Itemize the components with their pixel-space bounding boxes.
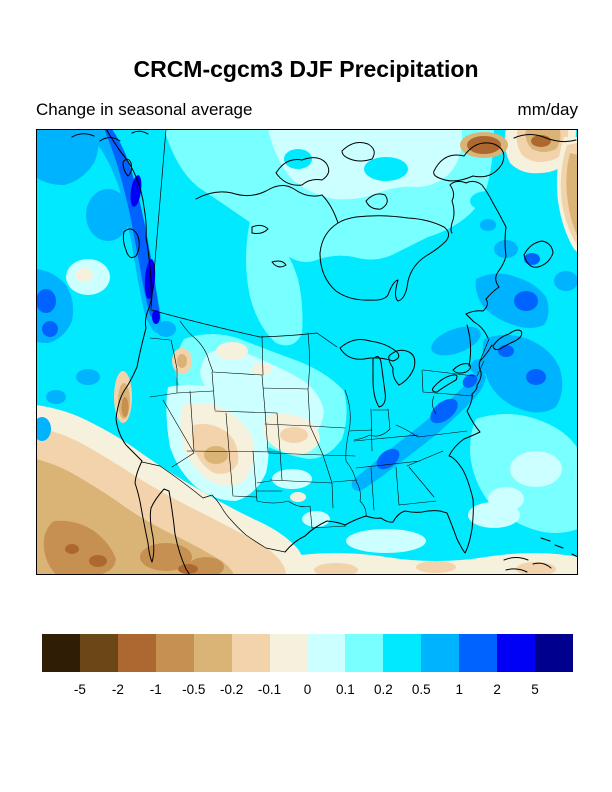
nova-scotia	[492, 329, 523, 351]
colorbar-segment	[307, 634, 346, 672]
top-edge-islands	[71, 130, 577, 143]
colorbar-tick-label: 0.5	[411, 682, 431, 697]
colorbar-tick-label: -0.1	[257, 682, 282, 697]
colorbar-segment	[421, 634, 460, 672]
colorbar-segment	[42, 634, 80, 672]
arctic-mainland-coast	[195, 185, 339, 224]
st-lawrence-river	[466, 324, 472, 367]
arctic-islands	[275, 142, 505, 210]
queen-charlotte-islands	[122, 158, 133, 177]
colorbar-tick-label: -0.2	[220, 682, 244, 697]
maine-border	[479, 338, 490, 362]
colorbar-segment	[497, 634, 535, 672]
colorbar-ticks: -5 -2 -1 -0.5 -0.2 -0.1 0 0.1 0.2 0.5 1 2 5	[42, 682, 573, 700]
vancouver-island	[122, 228, 140, 258]
great-lakes	[339, 339, 471, 408]
colorbar-segment	[155, 634, 194, 672]
colorbar-tick-label: 1	[455, 682, 463, 697]
colorbar-tick-label: 0	[303, 682, 312, 697]
us-mexico-border	[141, 461, 286, 553]
coastlines	[71, 129, 578, 575]
colorbar-segment	[193, 634, 232, 672]
colorbar-tick-label: -5	[73, 682, 86, 697]
northern-lakes	[251, 224, 287, 268]
colorbar-segment	[269, 634, 308, 672]
contour-dry-browns	[36, 129, 578, 575]
colorbar-tick-label: 5	[531, 682, 539, 697]
quebec-labrador-coast	[449, 180, 507, 339]
colorbar-segment	[231, 634, 270, 672]
colorbar-tick-label: -1	[149, 682, 162, 697]
colorbar-segment	[459, 634, 498, 672]
colorbar-tick-label: 0.2	[373, 682, 393, 697]
colorbar-segment	[345, 634, 384, 672]
figure-title: CRCM-cgcm3 DJF Precipitation	[133, 56, 479, 82]
us-canada-border	[150, 309, 338, 348]
map-svg	[36, 129, 578, 575]
map-frame	[36, 129, 578, 575]
gulf-east-coastline	[284, 344, 493, 554]
precipitation-map	[36, 129, 578, 575]
colorbar-tick-label: 2	[493, 682, 501, 697]
colorbar-segment	[79, 634, 118, 672]
hudson-bay-outline	[319, 215, 450, 302]
international-borders	[141, 129, 490, 553]
colorbar-tick-label: -2	[111, 682, 124, 697]
west-coastline	[105, 129, 191, 575]
contour-wet-blues	[36, 129, 578, 491]
cuba-bahamas	[503, 537, 578, 573]
colorbar-segment	[117, 634, 156, 672]
subtitle-label: Change in seasonal average	[36, 100, 253, 119]
colorbar	[42, 634, 573, 672]
colorbar-tick-label: 0.1	[336, 682, 355, 697]
colorbar-segment	[383, 634, 422, 672]
newfoundland	[523, 240, 554, 268]
us-state-borders	[149, 320, 485, 529]
units-label: mm/day	[517, 100, 578, 119]
colorbar-tick-label: -0.5	[182, 682, 206, 697]
subtitle-row: Change in seasonal average mm/day	[36, 100, 578, 120]
colorbar-segment	[534, 634, 573, 672]
alaska-bc-border	[150, 129, 167, 310]
